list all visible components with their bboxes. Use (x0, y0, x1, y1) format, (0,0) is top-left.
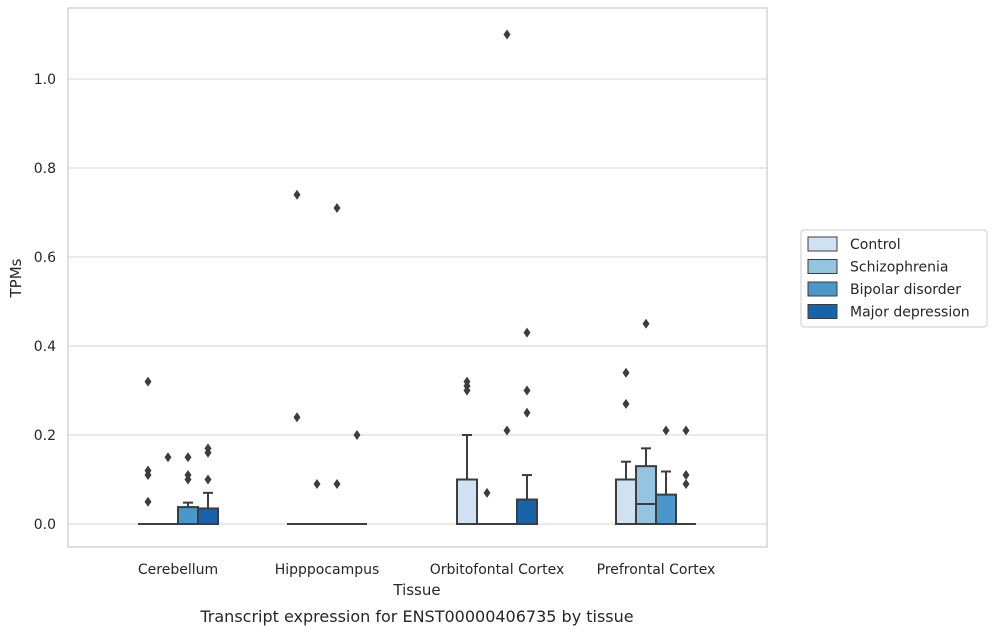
outlier-point (523, 327, 531, 338)
legend-item: Schizophrenia (807, 259, 948, 276)
box-element (287, 189, 307, 525)
outlier-point (293, 189, 301, 200)
legend-frame (800, 229, 988, 328)
box-element (158, 452, 178, 525)
outlier-point (184, 474, 192, 485)
box-element (676, 425, 696, 525)
outlier-point (682, 470, 690, 481)
box-rect (615, 478, 637, 525)
outlier-point (483, 487, 491, 498)
box-rect (177, 506, 199, 525)
outlier-point (503, 29, 511, 40)
legend-item: Bipolar disorder (807, 281, 961, 298)
box-element (635, 318, 657, 525)
series-group (197, 327, 696, 525)
legend-label: Bipolar disorder (850, 282, 961, 298)
outlier-point (523, 385, 531, 396)
y-tick-label: 0.2 (34, 428, 56, 444)
legend-swatch (807, 304, 838, 319)
y-tick-label: 1.0 (34, 72, 56, 88)
box-element (138, 376, 158, 525)
x-tick-label: Orbitofontal Cortex (430, 562, 565, 578)
box-element (655, 425, 677, 526)
outlier-point (353, 430, 361, 440)
box-element (516, 327, 538, 525)
series-group (158, 318, 657, 525)
legend-item: Major depression (807, 304, 970, 321)
legend-swatch (807, 281, 838, 297)
box-element (477, 487, 497, 525)
x-tick-labels: Cerebellum Hipppocampus Orbitofontal Corte… (138, 562, 715, 578)
outlier-point (682, 425, 690, 436)
box-element (177, 452, 199, 525)
legend-swatch (807, 259, 838, 274)
legend-item: Control (807, 236, 901, 253)
outlier-point (144, 470, 152, 481)
box-rect (197, 507, 219, 525)
chart-caption: Transcript expression for ENST0000040673… (199, 607, 633, 626)
box-element (497, 29, 517, 525)
grid-lines (68, 78, 767, 525)
outlier-point (184, 452, 192, 463)
legend: Control Schizophrenia Bipolar disorder Majo… (800, 229, 988, 328)
outlier-point (333, 203, 341, 214)
y-axis-title: TPMs (7, 258, 25, 298)
x-tick-label: Hipppocampus (275, 562, 380, 578)
outlier-point (682, 478, 690, 489)
outlier-point (622, 367, 630, 378)
x-tick-label: Prefrontal Cortex (597, 562, 716, 578)
legend-swatch (807, 236, 838, 252)
outlier-point (523, 407, 531, 418)
y-tick-label: 0.8 (34, 161, 56, 177)
outlier-point (503, 425, 511, 436)
outlier-point (642, 318, 650, 329)
x-tick-label: Cerebellum (138, 562, 218, 578)
legend-label: Major depression (850, 305, 970, 321)
box-element (456, 376, 478, 525)
box-series-layer (138, 29, 696, 526)
outlier-point (204, 474, 212, 485)
plot-frame (67, 7, 768, 548)
box-element (197, 443, 219, 525)
outlier-point (164, 452, 172, 463)
outlier-point (333, 478, 341, 489)
outlier-point (622, 398, 630, 409)
x-axis-title: Tissue (392, 581, 440, 599)
outlier-point (662, 425, 670, 436)
box-rect (655, 493, 677, 526)
y-tick-label: 0.0 (34, 517, 56, 533)
outlier-point (144, 496, 152, 507)
box-element (307, 478, 327, 525)
series-group (138, 189, 637, 525)
y-tick-labels: 0.0 0.2 0.4 0.6 0.8 1.0 (34, 72, 56, 533)
outlier-point (144, 376, 152, 387)
box-element (615, 367, 637, 525)
series-group (177, 29, 677, 526)
box-element (327, 203, 347, 525)
box-rect (456, 478, 478, 525)
outlier-point (204, 447, 212, 458)
box-rect (635, 465, 657, 525)
box-element (347, 430, 367, 525)
y-tick-label: 0.4 (34, 339, 56, 355)
legend-label: Schizophrenia (850, 260, 948, 276)
outlier-point (463, 385, 471, 396)
outlier-point (313, 478, 321, 489)
legend-label: Control (850, 237, 901, 253)
y-tick-label: 0.6 (34, 250, 56, 266)
box-rect (516, 498, 538, 525)
outlier-point (293, 412, 301, 423)
